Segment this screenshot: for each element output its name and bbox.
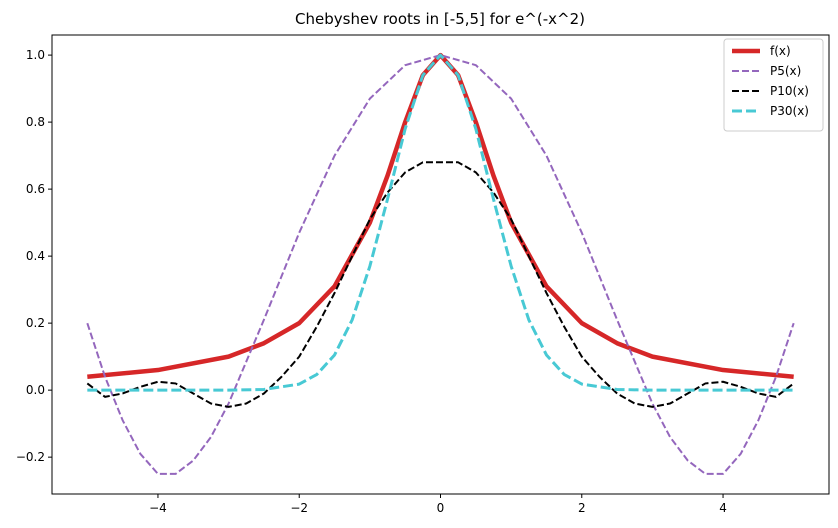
legend-label: f(x) xyxy=(770,44,791,58)
y-tick-label: 0.2 xyxy=(26,316,45,330)
y-tick-label: 0.6 xyxy=(26,182,45,196)
series-line-p30x xyxy=(87,53,794,392)
legend-label: P5(x) xyxy=(770,64,801,78)
x-tick-label: 4 xyxy=(719,501,727,515)
series-line-p10x xyxy=(86,161,795,408)
x-tick-label: −2 xyxy=(290,501,308,515)
legend-box xyxy=(723,38,824,132)
series-line-p5x xyxy=(86,54,795,475)
series-line-fx xyxy=(87,52,794,379)
series-layer xyxy=(86,52,795,475)
x-tick-label: 2 xyxy=(578,501,586,515)
y-tick-label: 0.4 xyxy=(26,249,45,263)
plot-frame xyxy=(51,34,830,495)
legend: f(x) P5(x) P10(x) P30(x) xyxy=(723,38,824,132)
chart-title: Chebyshev roots in [-5,5] for e^(-x^2) xyxy=(295,10,585,28)
y-tick-label: 0.8 xyxy=(26,115,45,129)
legend-label: P30(x) xyxy=(770,104,809,118)
x-tick-label: −4 xyxy=(149,501,167,515)
x-tick-label: 0 xyxy=(437,501,445,515)
x-axis: −4 −2 0 2 4 xyxy=(149,494,727,515)
legend-label: P10(x) xyxy=(770,84,809,98)
y-tick-label: 1.0 xyxy=(26,48,45,62)
y-axis: −0.2 0.0 0.2 0.4 0.6 0.8 1.0 xyxy=(16,48,52,464)
y-tick-label: 0.0 xyxy=(26,383,45,397)
y-tick-label: −0.2 xyxy=(16,450,45,464)
